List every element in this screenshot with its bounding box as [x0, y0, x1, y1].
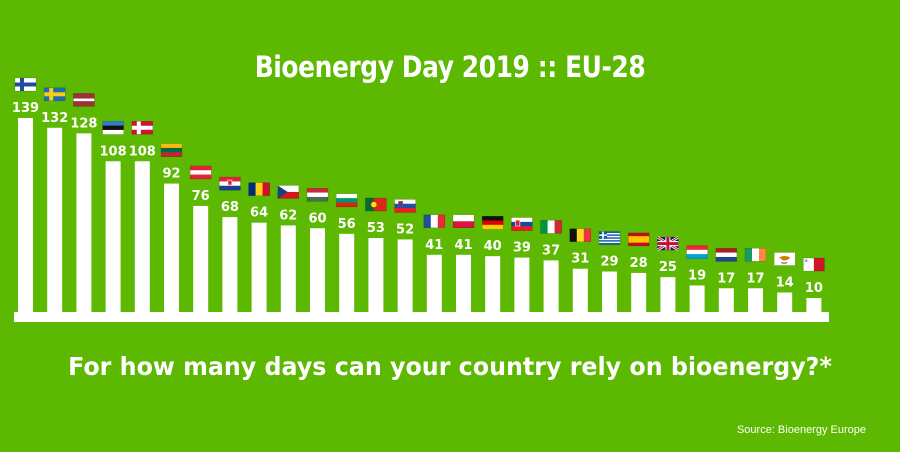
data-label: 40	[484, 239, 502, 254]
greece-flag-icon	[598, 231, 621, 245]
bar-croatia	[222, 217, 238, 313]
malta-flag-icon	[803, 257, 825, 272]
bulgaria-flag-icon	[335, 193, 358, 208]
bar-france	[426, 254, 442, 313]
romania-flag-icon	[248, 182, 270, 196]
sweden-flag-icon	[43, 87, 66, 102]
data-label: 56	[338, 217, 356, 232]
bar-malta	[806, 298, 822, 313]
bar-hungary	[310, 228, 325, 313]
poland-flag-icon	[452, 214, 475, 229]
data-label: 14	[776, 275, 794, 290]
finland-flag-icon	[14, 77, 37, 92]
data-label: 60	[308, 211, 326, 226]
bar-romania	[251, 222, 267, 313]
data-label: 64	[250, 206, 268, 221]
bar-slovakia	[514, 257, 530, 313]
bar-luxembourg	[689, 285, 705, 313]
bar-germany	[485, 256, 501, 313]
cyprus-flag-icon	[773, 252, 796, 266]
croatia-flag-icon	[219, 176, 241, 191]
data-label: 10	[805, 281, 823, 296]
latvia-flag-icon	[73, 93, 95, 107]
bar-denmark	[134, 161, 150, 313]
data-label: 39	[513, 241, 531, 256]
data-label: 28	[630, 256, 648, 271]
data-label: 68	[221, 200, 239, 215]
bar-netherlands	[718, 288, 734, 313]
bar-bulgaria	[339, 233, 355, 313]
bar-spain	[631, 272, 647, 313]
data-label: 17	[746, 271, 764, 286]
slovakia-flag-icon	[511, 217, 533, 231]
hungary-flag-icon	[306, 188, 329, 202]
source-note: Source: Bioenergy Europe	[736, 424, 866, 436]
data-label: 29	[600, 255, 618, 270]
data-label: 31	[571, 252, 589, 267]
data-label: 25	[659, 260, 677, 275]
united-kingdom-flag-icon	[656, 236, 680, 252]
luxembourg-flag-icon	[686, 245, 708, 259]
data-label: 62	[279, 208, 297, 223]
slovenia-flag-icon	[394, 199, 416, 213]
data-label: 132	[41, 111, 68, 126]
data-label: 52	[396, 222, 414, 237]
portugal-flag-icon	[365, 197, 387, 212]
czech-republic-flag-icon	[277, 185, 300, 199]
denmark-flag-icon	[131, 121, 154, 135]
germany-flag-icon	[481, 215, 504, 230]
bar-sweden	[47, 127, 63, 314]
data-label: 139	[12, 101, 39, 116]
bar-finland	[18, 118, 33, 313]
bar-ireland	[748, 288, 763, 313]
lithuania-flag-icon	[160, 143, 183, 157]
chart-subtitle: For how many days can your country rely …	[68, 352, 832, 381]
italy-flag-icon	[540, 220, 562, 234]
spain-flag-icon	[627, 232, 650, 247]
bar-slovenia	[397, 239, 413, 313]
bar-latvia	[76, 133, 92, 313]
data-label: 19	[688, 268, 706, 283]
bar-united-kingdom	[660, 277, 676, 313]
bar-portugal	[368, 238, 384, 313]
france-flag-icon	[423, 214, 446, 229]
bar-austria	[193, 205, 209, 313]
data-label: 108	[100, 144, 127, 159]
bar-belgium	[572, 268, 588, 313]
bar-italy	[543, 260, 559, 313]
estonia-flag-icon	[102, 121, 124, 135]
data-label: 128	[70, 116, 97, 131]
chart-title: Bioenergy Day 2019 :: EU-28	[254, 50, 646, 84]
data-label: 41	[425, 238, 443, 253]
bar-lithuania	[164, 183, 179, 313]
bar-poland	[456, 254, 471, 313]
data-label: 53	[367, 221, 385, 236]
bar-greece	[602, 271, 617, 313]
ireland-flag-icon	[744, 248, 767, 262]
data-label: 108	[129, 144, 156, 159]
austria-flag-icon	[189, 165, 212, 180]
data-label: 17	[717, 271, 735, 286]
chart-baseline	[14, 312, 829, 322]
bar-estonia	[105, 161, 121, 313]
belgium-flag-icon	[569, 228, 592, 242]
bar-czech-republic	[280, 225, 296, 313]
data-label: 37	[542, 243, 560, 258]
netherlands-flag-icon	[715, 248, 738, 262]
data-label: 41	[454, 238, 472, 253]
data-label: 92	[162, 167, 180, 182]
bar-cyprus	[777, 292, 793, 313]
data-label: 76	[192, 189, 210, 204]
